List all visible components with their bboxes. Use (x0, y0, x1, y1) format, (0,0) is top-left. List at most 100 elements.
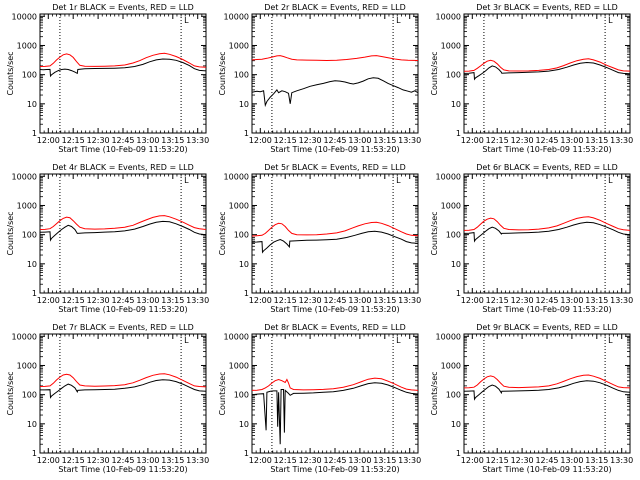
x-tick-label: 13:00 (560, 136, 583, 145)
x-tick-label: 13:30 (398, 136, 421, 145)
y-tick-label: 1000 (441, 361, 461, 370)
plot-frame (39, 333, 207, 454)
x-tick-label: 13:15 (373, 136, 396, 145)
plot-frame (463, 173, 631, 294)
plot-frame (463, 13, 631, 134)
lld-marker: L (184, 336, 189, 345)
y-tick-label: 10 (27, 100, 37, 109)
y-tick-label: 10 (239, 420, 249, 429)
x-tick-label: 13:30 (610, 136, 633, 145)
y-axis-label: Counts/sec (430, 371, 439, 415)
y-tick-label: 10000 (224, 12, 249, 21)
x-axis-label: Start Time (10-Feb-09 11:53:20) (482, 305, 611, 314)
plot-title: Det 1r BLACK = Events, RED = LLD (52, 3, 194, 12)
x-axis-label: Start Time (10-Feb-09 11:53:20) (58, 305, 187, 314)
y-tick-label: 10 (451, 260, 461, 269)
y-tick-label: 10000 (436, 332, 461, 341)
x-tick-label: 12:00 (461, 296, 484, 305)
x-tick-label: 12:30 (511, 136, 534, 145)
events-series-line (39, 220, 207, 242)
x-tick-label: 12:15 (486, 456, 509, 465)
events-series-line (251, 230, 419, 254)
plot-title: Det 5r BLACK = Events, RED = LLD (264, 163, 406, 172)
plot-panel-4: Det 4r BLACK = Events, RED = LLD 1 10 100 10… (6, 163, 209, 314)
y-axis-label: Counts/sec (218, 371, 227, 415)
x-axis-label: Start Time (10-Feb-09 11:53:20) (270, 465, 399, 474)
plot-panel-7: Det 7r BLACK = Events, RED = LLD 1 10 100 10… (6, 323, 209, 474)
y-tick-label: 1 (456, 289, 461, 298)
y-tick-label: 10 (27, 260, 37, 269)
lld-series-line (463, 374, 631, 389)
x-axis-label: Start Time (10-Feb-09 11:53:20) (58, 465, 187, 474)
y-tick-label: 10 (27, 420, 37, 429)
y-axis-label: Counts/sec (218, 211, 227, 255)
y-tick-label: 100 (446, 71, 461, 80)
y-tick-label: 100 (22, 391, 37, 400)
x-tick-label: 13:30 (186, 136, 209, 145)
x-tick-label: 13:00 (136, 136, 159, 145)
x-tick-label: 12:30 (299, 136, 322, 145)
x-tick-label: 12:15 (62, 296, 85, 305)
plot-title: Det 2r BLACK = Events, RED = LLD (264, 3, 406, 12)
plot-panel-9: Det 9r BLACK = Events, RED = LLD 1 10 100 10… (430, 323, 633, 474)
x-tick-label: 12:30 (511, 456, 534, 465)
x-tick-label: 13:00 (348, 456, 371, 465)
x-tick-label: 12:15 (62, 456, 85, 465)
y-tick-label: 10 (239, 260, 249, 269)
lld-marker: L (396, 176, 401, 185)
plot-title: Det 4r BLACK = Events, RED = LLD (52, 163, 194, 172)
plot-title: Det 9r BLACK = Events, RED = LLD (476, 323, 618, 332)
lld-marker: L (184, 176, 189, 185)
x-tick-label: 12:30 (299, 456, 322, 465)
x-tick-label: 12:45 (111, 136, 134, 145)
x-tick-label: 13:30 (610, 296, 633, 305)
plot-title: Det 6r BLACK = Events, RED = LLD (476, 163, 618, 172)
y-tick-label: 100 (22, 231, 37, 240)
lld-series-line (39, 52, 207, 68)
y-axis-label: Counts/sec (218, 51, 227, 95)
x-tick-label: 13:15 (161, 296, 184, 305)
y-tick-label: 1000 (17, 361, 37, 370)
lld-marker: L (608, 176, 613, 185)
plot-panel-1: Det 1r BLACK = Events, RED = LLD 1 10 100 10… (6, 3, 209, 154)
x-tick-label: 13:00 (136, 296, 159, 305)
x-tick-label: 12:00 (461, 136, 484, 145)
y-tick-label: 1000 (441, 41, 461, 50)
x-axis-label: Start Time (10-Feb-09 11:53:20) (270, 305, 399, 314)
x-tick-label: 12:45 (323, 296, 346, 305)
lld-marker: L (608, 16, 613, 25)
plot-title: Det 7r BLACK = Events, RED = LLD (52, 323, 194, 332)
y-tick-label: 100 (234, 391, 249, 400)
plot-panel-2: Det 2r BLACK = Events, RED = LLD 1 10 100 10… (218, 3, 421, 154)
y-tick-label: 1 (244, 129, 249, 138)
x-tick-label: 12:45 (323, 136, 346, 145)
x-tick-label: 13:15 (161, 136, 184, 145)
x-tick-label: 12:45 (535, 296, 558, 305)
y-tick-label: 1 (32, 129, 37, 138)
y-tick-label: 10 (451, 420, 461, 429)
x-tick-label: 12:00 (37, 456, 60, 465)
lld-series-line (39, 215, 207, 230)
x-tick-label: 12:45 (323, 456, 346, 465)
x-tick-label: 12:30 (87, 136, 110, 145)
x-tick-label: 12:30 (511, 296, 534, 305)
y-axis-label: Counts/sec (430, 211, 439, 255)
x-tick-label: 12:30 (87, 456, 110, 465)
y-tick-label: 100 (234, 71, 249, 80)
x-tick-label: 12:15 (274, 136, 297, 145)
x-axis-label: Start Time (10-Feb-09 11:53:20) (270, 145, 399, 154)
plot-panel-6: Det 6r BLACK = Events, RED = LLD 1 10 100 10… (430, 163, 633, 314)
plot-frame (39, 13, 207, 134)
x-tick-label: 12:45 (111, 456, 134, 465)
plot-frame (39, 173, 207, 294)
y-tick-label: 10000 (436, 172, 461, 181)
x-tick-label: 13:30 (398, 456, 421, 465)
x-axis-label: Start Time (10-Feb-09 11:53:20) (482, 465, 611, 474)
y-tick-label: 10000 (12, 12, 37, 21)
x-tick-label: 13:15 (373, 296, 396, 305)
x-tick-label: 13:30 (610, 456, 633, 465)
x-tick-label: 13:15 (585, 456, 608, 465)
x-tick-label: 13:00 (348, 296, 371, 305)
y-tick-label: 1000 (229, 41, 249, 50)
y-tick-label: 10000 (224, 332, 249, 341)
